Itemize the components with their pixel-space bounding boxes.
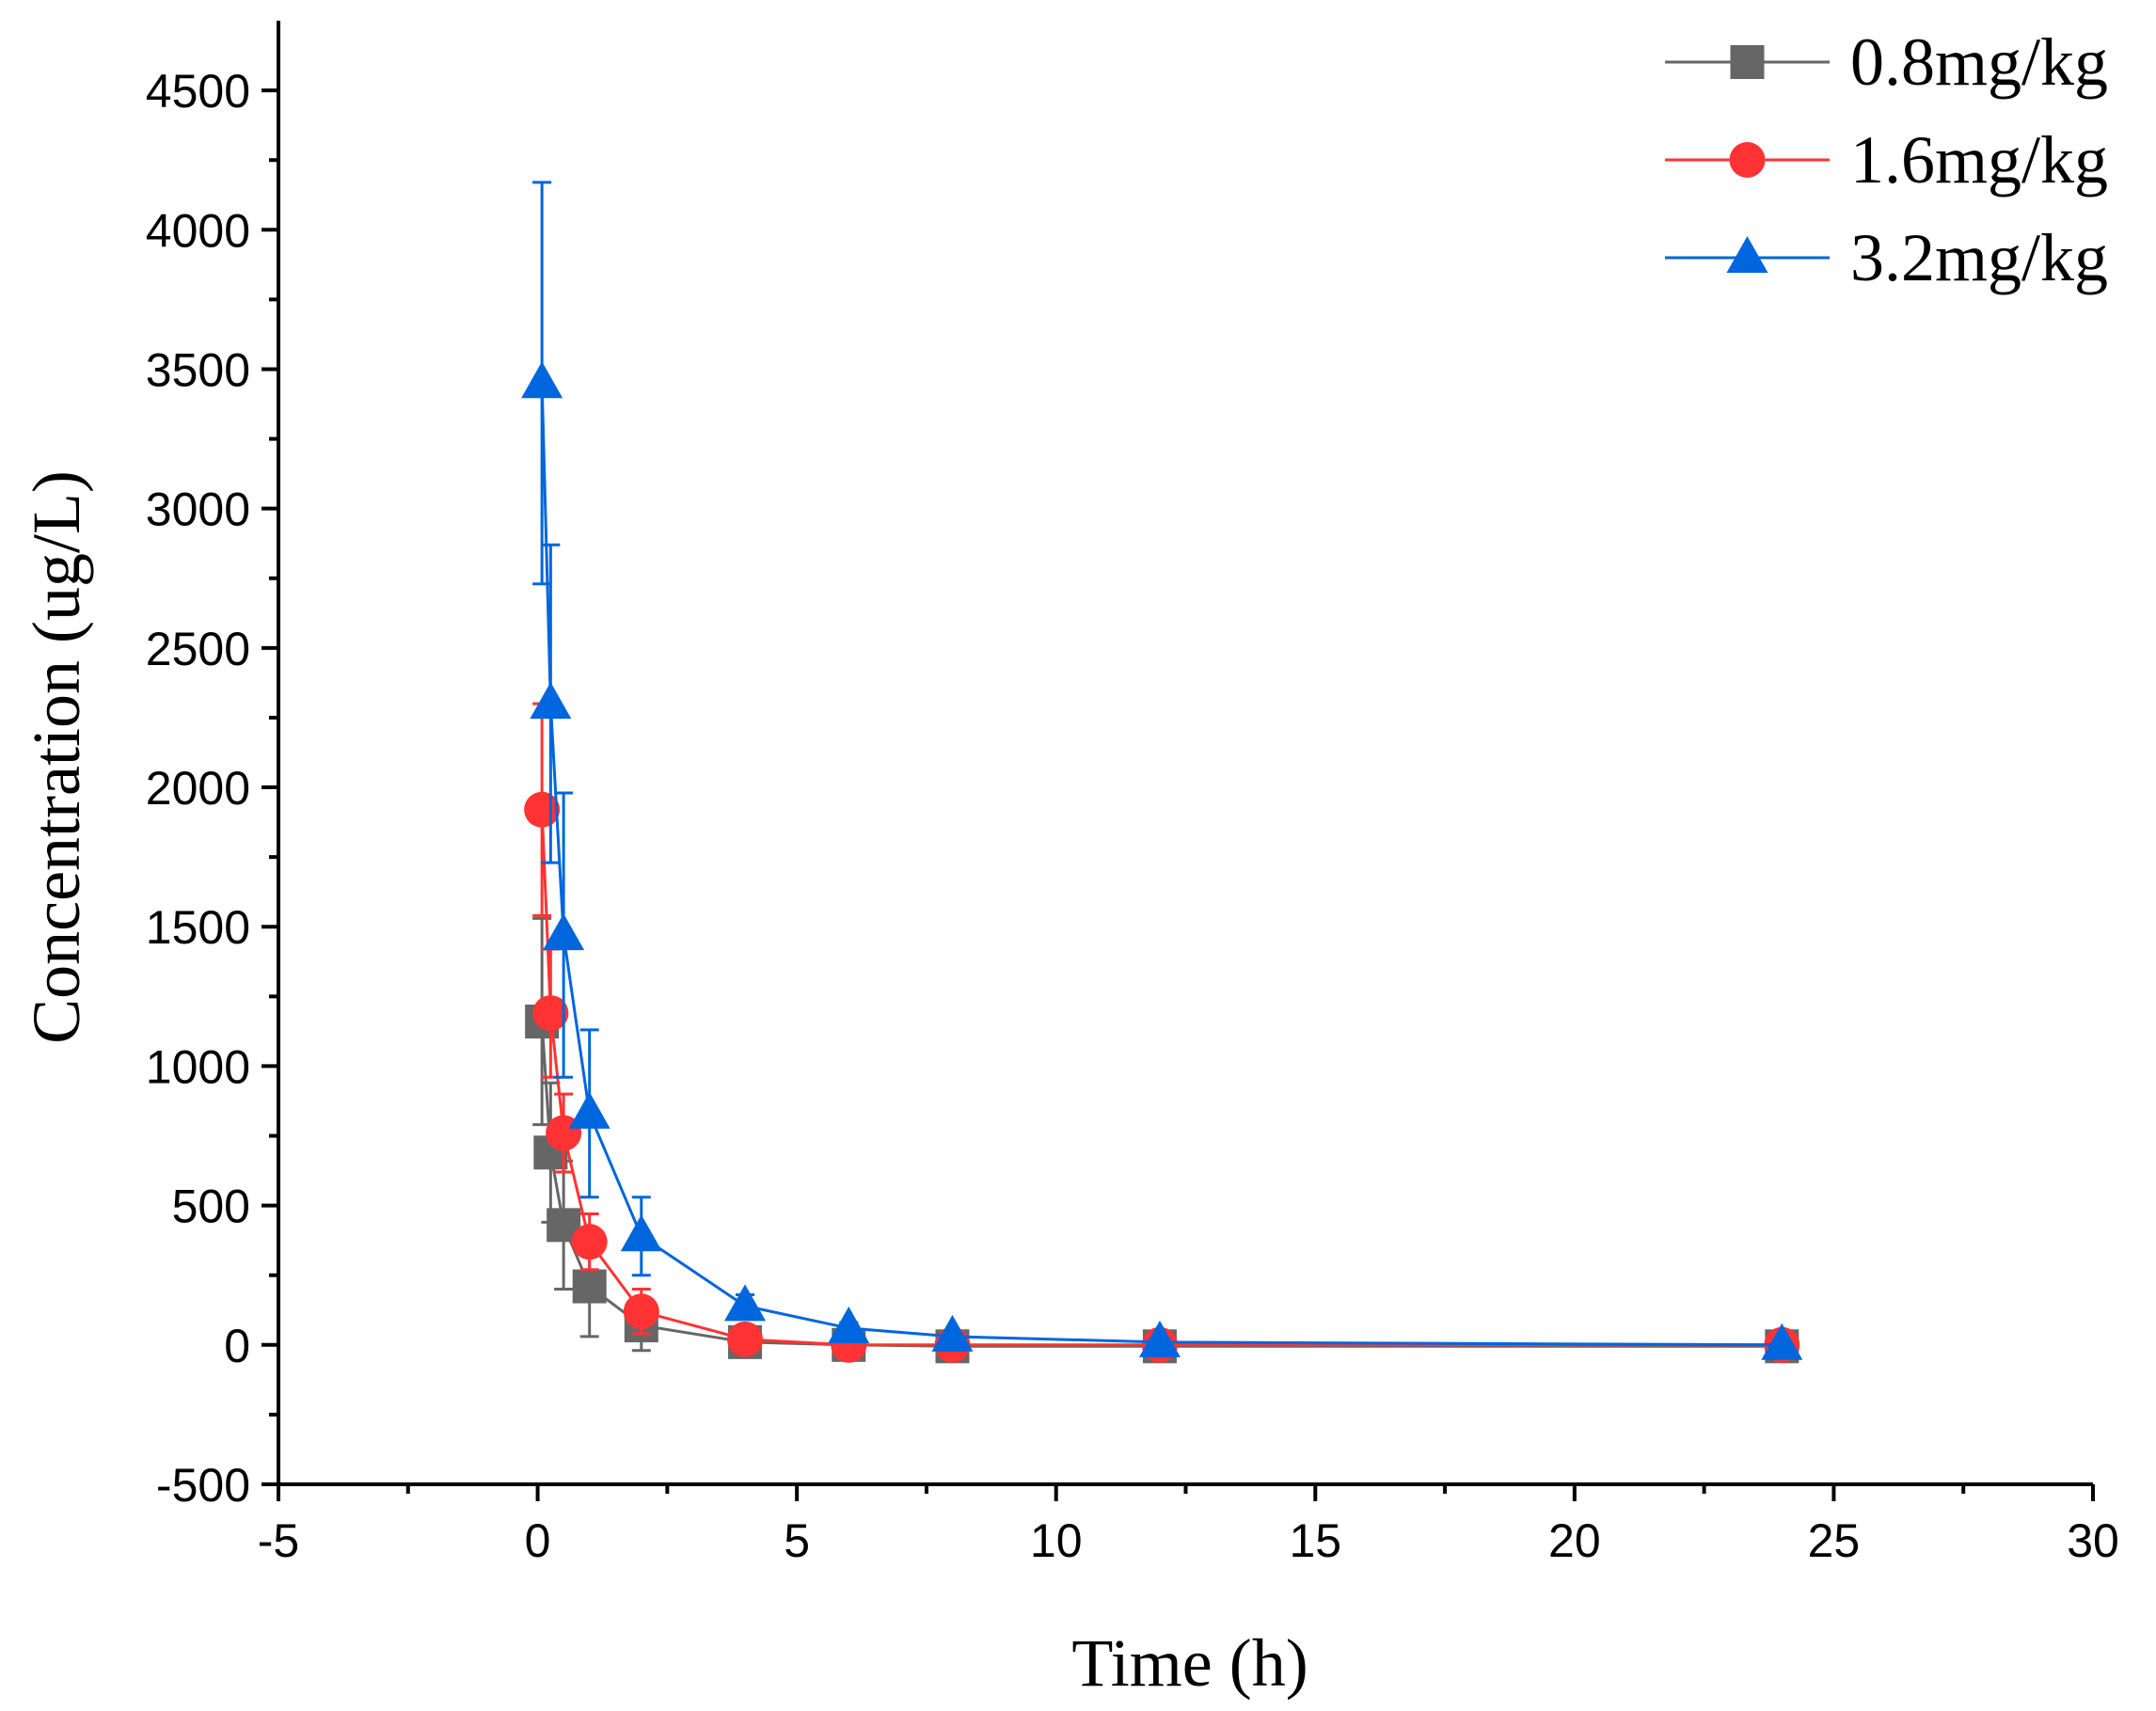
data-point	[543, 913, 585, 951]
x-tick-label: 0	[525, 1514, 551, 1567]
legend-label: 1.6mg/kg	[1850, 122, 2108, 198]
x-tick-label: 20	[1548, 1514, 1601, 1567]
legend: 0.8mg/kg 1.6mg/kg 3.2mg/kg	[1665, 24, 2108, 295]
series-3.2mg/kg	[521, 181, 1803, 1360]
legend-marker	[1730, 45, 1765, 79]
data-point	[1138, 1320, 1181, 1357]
data-point	[572, 1269, 607, 1304]
data-point	[568, 1091, 610, 1129]
series-line	[540, 809, 1783, 1347]
x-tick-label: -5	[258, 1514, 299, 1567]
legend-label: 0.8mg/kg	[1850, 24, 2108, 100]
data-point	[727, 1321, 764, 1357]
data-point	[1761, 1323, 1803, 1360]
y-tick-label: 4000	[146, 204, 250, 257]
y-tick-label: 1000	[146, 1040, 250, 1093]
x-tick-label: 25	[1808, 1514, 1861, 1567]
y-tick-label: 3000	[146, 483, 250, 536]
data-point	[724, 1284, 767, 1322]
data-point	[571, 1224, 608, 1260]
y-tick-label: 500	[172, 1180, 250, 1233]
data-point	[828, 1307, 870, 1344]
x-tick-label: 15	[1289, 1514, 1341, 1567]
legend-marker	[1729, 142, 1766, 178]
legend-item: 3.2mg/kg	[1665, 220, 2108, 295]
data-point	[530, 682, 572, 720]
y-tick-label: 3500	[146, 343, 250, 396]
y-tick-label: 2500	[146, 623, 250, 675]
legend-label: 3.2mg/kg	[1850, 220, 2108, 295]
x-tick-label: 30	[2067, 1514, 2119, 1567]
data-point	[532, 995, 569, 1032]
series-line	[540, 383, 1783, 1347]
data-point	[620, 1214, 662, 1252]
y-tick-label: 0	[224, 1320, 250, 1372]
axes: -5 0 5 10 15 20 25 30 -500 0 500 1000 1500 2000 2500 30…	[146, 21, 2119, 1567]
plot-area	[521, 181, 1803, 1364]
y-tick-label: 4500	[146, 65, 250, 118]
y-tick-label: -500	[156, 1459, 250, 1512]
y-tick-label: 2000	[146, 762, 250, 815]
x-tick-label: 10	[1030, 1514, 1083, 1567]
y-axis-title: Concentration (ug/L)	[19, 470, 94, 1044]
data-point	[623, 1293, 659, 1330]
legend-item: 1.6mg/kg	[1665, 122, 2108, 198]
x-tick-label: 5	[784, 1514, 810, 1567]
legend-item: 0.8mg/kg	[1665, 24, 2108, 100]
series-line	[540, 1021, 1783, 1348]
data-point	[521, 361, 563, 399]
legend-marker	[1726, 236, 1768, 273]
y-tick-label: 1500	[146, 901, 250, 954]
x-axis-title: Time (h)	[1071, 1625, 1308, 1701]
series-1.6mg/kg	[524, 702, 1800, 1363]
data-point	[931, 1314, 974, 1352]
series-0.8mg/kg	[525, 916, 1799, 1364]
